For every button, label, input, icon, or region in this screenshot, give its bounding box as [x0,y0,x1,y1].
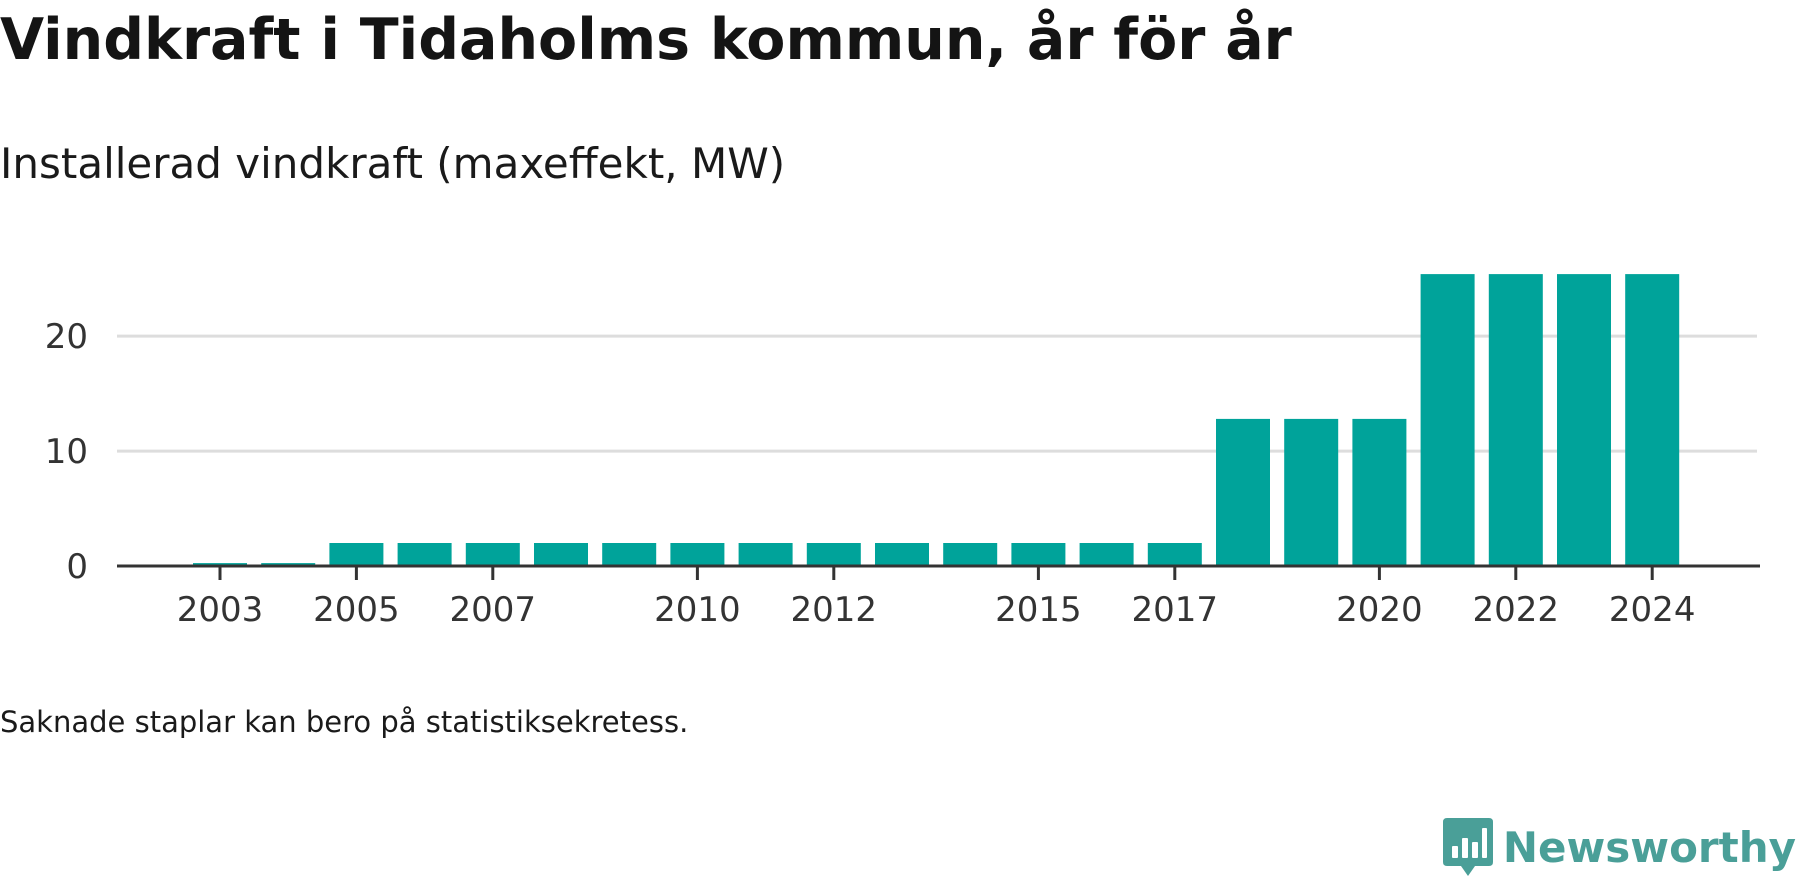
brand-name: Newsworthy [1502,823,1796,872]
bar-2010 [670,543,725,566]
x-tick-label: 2020 [1336,590,1423,630]
bar-2019 [1284,418,1339,566]
bar-2022 [1488,274,1543,566]
chart-subtitle: Installerad vindkraft (maxeffekt, MW) [0,139,786,188]
x-tick-label: 2003 [177,590,264,630]
bar-2008 [534,543,588,566]
footnote: Saknade staplar kan bero på statistiksek… [0,705,689,739]
bar-2018 [1216,418,1270,566]
bar-2005 [329,543,384,566]
x-tick-label: 2005 [313,590,400,630]
bar-2024 [1625,274,1680,566]
x-tick-label: 2022 [1473,590,1560,630]
x-tick-label: 2007 [450,590,537,630]
bar-2006 [397,543,452,566]
bar-2017 [1147,543,1202,566]
bar-2021 [1420,274,1475,566]
chart-title: Vindkraft i Tidaholms kommun, år för år [0,7,1292,73]
x-tick-label: 2024 [1609,590,1696,630]
bar-2013 [875,543,929,566]
grid-lines [117,334,1757,453]
x-axis-labels: 2003 2005 2007 2010 2012 2015 2017 2020 2022 2024 [177,590,1696,630]
bar-2007 [465,543,520,566]
x-tick-label: 2017 [1132,590,1219,630]
y-tick-label: 0 [66,547,88,587]
bar-2016 [1079,543,1134,566]
brand-logo: Newsworthy [1442,818,1796,878]
y-tick-label: 10 [45,432,88,472]
y-axis-labels: 0 10 20 [45,317,88,587]
bar-2012 [806,543,861,566]
bar-2009 [602,543,657,566]
bar-2014 [943,543,998,566]
x-tick-label: 2015 [995,590,1082,630]
bar-2011 [738,543,793,566]
x-tick-label: 2010 [654,590,741,630]
newsworthy-logo-icon [1442,818,1493,876]
x-tick-label: 2012 [791,590,878,630]
bar-2023 [1557,274,1611,566]
bars [193,274,1680,566]
x-axis [117,564,1760,580]
y-tick-label: 20 [45,317,88,357]
bar-2020 [1352,418,1407,566]
bar-2015 [1011,543,1066,566]
